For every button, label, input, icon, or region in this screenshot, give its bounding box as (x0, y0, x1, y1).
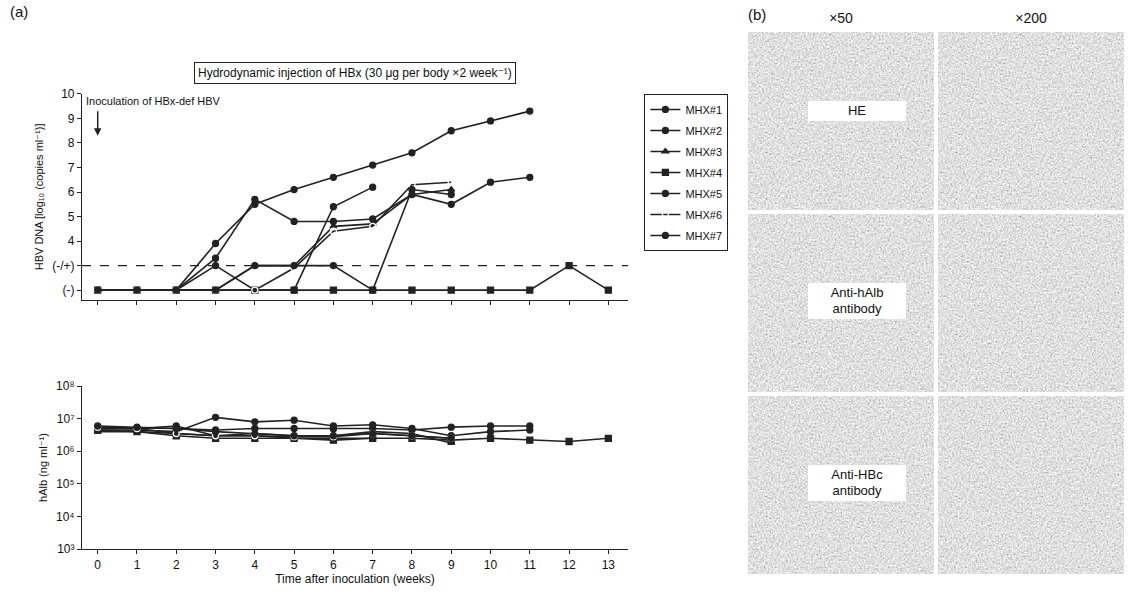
svg-text:hAlb (ng ml⁻¹): hAlb (ng ml⁻¹) (37, 433, 49, 502)
svg-text:13: 13 (602, 558, 616, 572)
svg-text:10³: 10³ (57, 542, 74, 556)
svg-text:10: 10 (484, 558, 498, 572)
svg-text:Time after inoculation (weeks): Time after inoculation (weeks) (275, 572, 435, 586)
svg-text:4: 4 (251, 558, 258, 572)
svg-text:10⁷: 10⁷ (57, 412, 75, 426)
svg-text:3: 3 (212, 558, 219, 572)
svg-text:9: 9 (68, 112, 75, 126)
svg-text:10⁵: 10⁵ (56, 477, 74, 491)
html-text:Anti-HBc antibody: Anti-HBc antibody (831, 467, 883, 498)
svg-text:8: 8 (68, 136, 75, 150)
svg-text:0: 0 (94, 558, 101, 572)
svg-text:7: 7 (369, 558, 376, 572)
svg-text:Hydrodynamic injection of HBx: Hydrodynamic injection of HBx (30 μg per… (198, 66, 512, 80)
svg-text:9: 9 (448, 558, 455, 572)
svg-text:12: 12 (562, 558, 576, 572)
svg-text:MHX#7: MHX#7 (685, 230, 722, 242)
svg-text:5: 5 (291, 558, 298, 572)
svg-text:1: 1 (134, 558, 141, 572)
svg-text:MHX#4: MHX#4 (685, 167, 722, 179)
svg-text:2: 2 (173, 558, 180, 572)
svg-text:4: 4 (68, 234, 75, 248)
html-text:×50: ×50 (829, 10, 853, 26)
svg-text:5: 5 (68, 210, 75, 224)
svg-text:8: 8 (409, 558, 416, 572)
svg-text:6: 6 (330, 558, 337, 572)
html-text:(b): (b) (748, 6, 767, 23)
svg-text:MHX#2: MHX#2 (685, 125, 722, 137)
svg-text:Inoculation of HBx-def HBV: Inoculation of HBx-def HBV (86, 95, 221, 107)
svg-text:6: 6 (68, 185, 75, 199)
svg-text:10⁴: 10⁴ (56, 510, 75, 524)
html-text:HE: HE (848, 103, 866, 118)
svg-text:10⁶: 10⁶ (56, 444, 74, 458)
svg-text:MHX#6: MHX#6 (685, 209, 722, 221)
svg-text:10⁸: 10⁸ (56, 379, 74, 393)
svg-text:(-): (-) (63, 283, 75, 297)
svg-text:(a): (a) (10, 3, 28, 20)
html-text:×200: ×200 (1015, 10, 1047, 26)
svg-text:11: 11 (524, 558, 537, 572)
html-text:Anti-hAlb antibody: Anti-hAlb antibody (830, 285, 884, 316)
svg-text:HBV DNA [log₁₀ (copies ml⁻¹)]: HBV DNA [log₁₀ (copies ml⁻¹)] (33, 124, 45, 271)
svg-text:MHX#5: MHX#5 (685, 188, 722, 200)
svg-text:MHX#3: MHX#3 (685, 146, 722, 158)
svg-text:7: 7 (68, 161, 75, 175)
svg-text:(-/+): (-/+) (52, 259, 74, 273)
svg-text:10: 10 (61, 87, 75, 101)
svg-text:MHX#1: MHX#1 (685, 104, 722, 116)
